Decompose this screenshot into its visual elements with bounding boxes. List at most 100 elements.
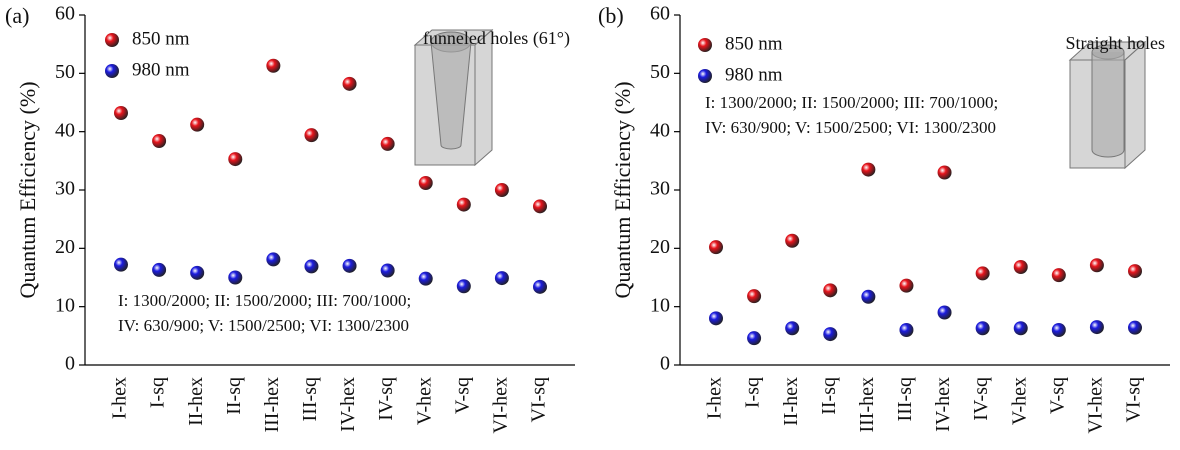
- annotation: IV: 630/900; V: 1500/2500; VI: 1300/2300: [705, 118, 996, 137]
- data-point: [1089, 258, 1104, 273]
- x-tick-label: II-hex: [185, 377, 207, 426]
- data-point: [494, 271, 509, 286]
- legend-label: 980 nm: [725, 64, 783, 85]
- data-point: [975, 266, 990, 281]
- y-tick-label: 40: [650, 119, 670, 141]
- data-point: [709, 311, 723, 326]
- x-tick-label: V-hex: [1008, 377, 1030, 425]
- data-point: [1128, 264, 1142, 279]
- subtitle: Straight holes: [1066, 33, 1166, 53]
- x-tick-label: VI-sq: [1123, 377, 1145, 423]
- data-point: [785, 321, 800, 336]
- legend-label: 850 nm: [132, 28, 190, 49]
- y-tick-label: 10: [55, 294, 75, 316]
- data-point: [228, 152, 243, 167]
- data-point: [1013, 260, 1028, 274]
- data-point: [456, 279, 471, 294]
- data-point: [1089, 320, 1104, 335]
- x-tick-label: VI-sq: [528, 377, 550, 423]
- x-tick-label: VI-hex: [1085, 377, 1107, 434]
- data-point: [114, 106, 128, 120]
- data-point: [1051, 268, 1066, 283]
- data-point: [937, 305, 952, 320]
- y-axis-title: Quantum Efficiency (%): [610, 81, 635, 298]
- data-point: [785, 233, 800, 248]
- data-point: [533, 279, 547, 294]
- data-point: [1128, 320, 1142, 335]
- data-point: [747, 289, 762, 304]
- y-tick-label: 50: [650, 61, 670, 83]
- x-tick-label: III-sq: [894, 377, 916, 421]
- x-tick-label: IV-sq: [970, 377, 992, 421]
- y-tick-label: 0: [660, 353, 670, 375]
- data-point: [152, 262, 167, 277]
- x-tick-label: II-sq: [223, 377, 245, 415]
- x-tick-label: II-hex: [780, 377, 802, 426]
- data-point: [861, 289, 876, 304]
- y-tick-label: 40: [55, 119, 75, 141]
- y-tick-label: 20: [55, 236, 75, 258]
- data-point: [114, 257, 128, 272]
- funneled-hole-icon: [413, 28, 494, 167]
- data-point: [899, 323, 914, 337]
- x-tick-label: VI-hex: [490, 377, 512, 434]
- legend-marker: [698, 38, 712, 52]
- data-point: [823, 283, 838, 298]
- x-tick-label: IV-hex: [932, 377, 954, 432]
- data-point: [190, 265, 205, 280]
- data-point: [494, 183, 509, 197]
- data-point: [190, 117, 205, 132]
- x-tick-label: III-hex: [856, 377, 878, 433]
- x-tick-label: IV-sq: [375, 377, 397, 421]
- x-tick-label: V-hex: [413, 377, 435, 425]
- legend-label: 980 nm: [132, 59, 190, 80]
- data-point: [1051, 323, 1066, 337]
- data-point: [266, 252, 281, 267]
- legend-marker: [105, 33, 119, 47]
- panel-label: (b): [598, 3, 624, 28]
- data-point: [304, 259, 319, 274]
- y-tick-label: 20: [650, 236, 670, 258]
- y-axis-title: Quantum Efficiency (%): [15, 81, 40, 298]
- x-tick-label: III-hex: [261, 377, 283, 433]
- data-point: [456, 197, 471, 212]
- data-point: [380, 136, 395, 151]
- data-point: [1013, 321, 1028, 336]
- data-point: [899, 278, 914, 293]
- x-tick-label: I-hex: [109, 377, 131, 419]
- data-point: [342, 258, 357, 273]
- y-tick-label: 0: [65, 353, 75, 375]
- x-tick-label: III-sq: [299, 377, 321, 421]
- data-point: [152, 134, 167, 148]
- data-point: [418, 271, 433, 286]
- data-point: [228, 270, 243, 285]
- x-tick-label: I-sq: [742, 377, 764, 408]
- annotation: I: 1300/2000; II: 1500/2000; III: 700/10…: [705, 93, 998, 112]
- annotation: IV: 630/900; V: 1500/2500; VI: 1300/2300: [118, 316, 409, 335]
- data-point: [266, 58, 281, 73]
- data-point: [861, 162, 876, 177]
- x-tick-label: V-sq: [451, 377, 473, 414]
- data-point: [418, 176, 433, 190]
- y-tick-label: 30: [650, 178, 670, 200]
- data-point: [747, 331, 762, 346]
- x-tick-label: V-sq: [1046, 377, 1068, 414]
- data-point: [823, 327, 838, 342]
- x-tick-label: IV-hex: [337, 377, 359, 432]
- legend-label: 850 nm: [725, 33, 783, 54]
- data-point: [937, 165, 952, 180]
- subtitle: funneled holes (61°): [423, 28, 570, 49]
- y-tick-label: 60: [55, 3, 75, 25]
- legend-marker: [698, 69, 712, 83]
- y-tick-label: 30: [55, 178, 75, 200]
- straight-hole-icon: [1068, 40, 1147, 170]
- y-tick-label: 10: [650, 294, 670, 316]
- y-tick-label: 60: [650, 3, 670, 25]
- x-tick-label: I-sq: [147, 377, 169, 408]
- data-point: [380, 263, 395, 278]
- x-tick-label: I-hex: [704, 377, 726, 419]
- panel-label: (a): [5, 3, 29, 28]
- data-point: [304, 128, 319, 143]
- data-point: [709, 240, 723, 255]
